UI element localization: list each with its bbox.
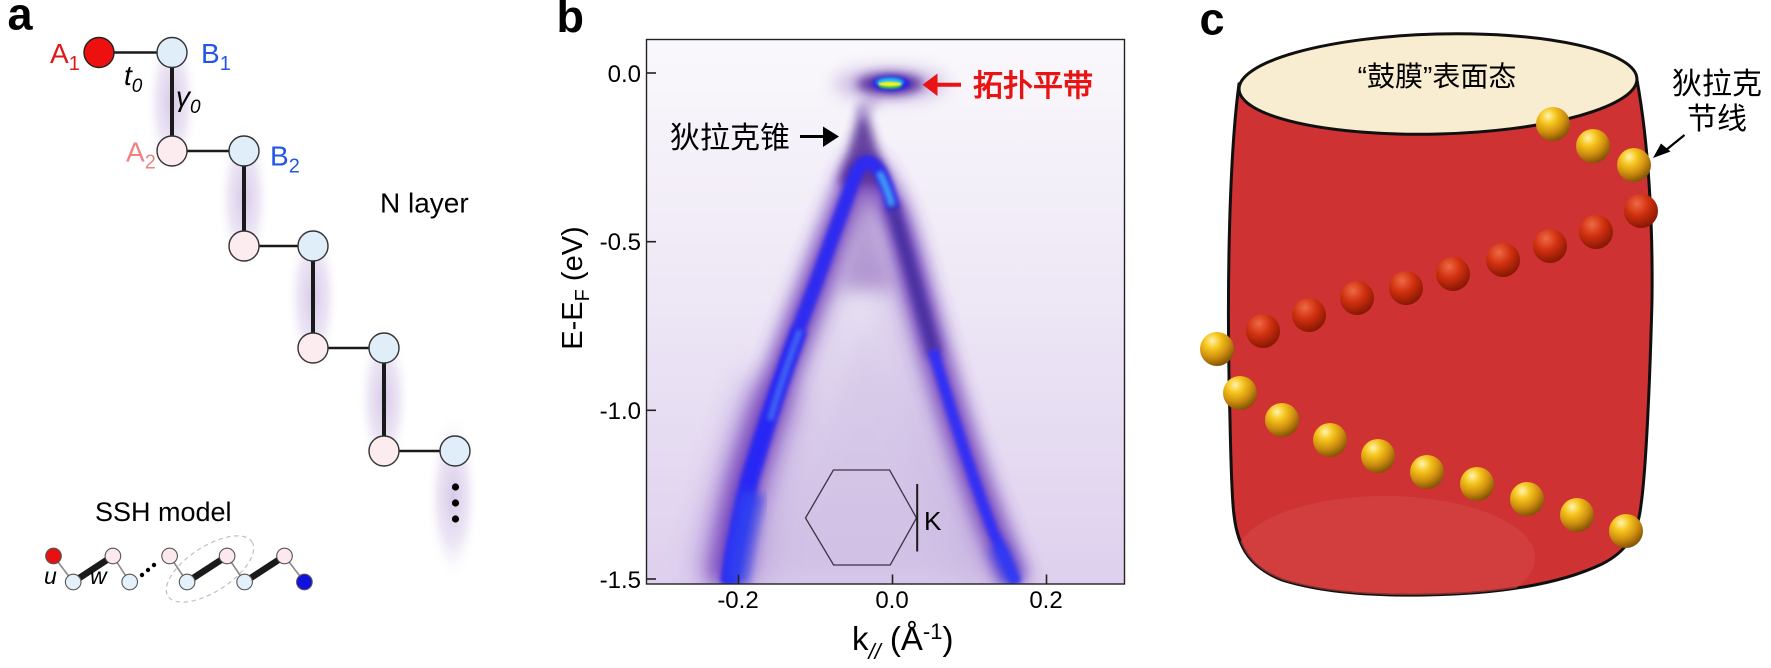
svg-text:-0.2: -0.2 bbox=[717, 587, 758, 614]
svg-text:-1.5: -1.5 bbox=[600, 567, 641, 594]
svg-text:0.2: 0.2 bbox=[1029, 587, 1062, 614]
svg-text:u: u bbox=[44, 563, 57, 589]
svg-text:“鼓膜”表面态: “鼓膜”表面态 bbox=[1358, 61, 1517, 92]
svg-text:SSH model: SSH model bbox=[95, 497, 232, 527]
svg-text:N layer: N layer bbox=[380, 188, 469, 219]
svg-text:0.0: 0.0 bbox=[875, 587, 908, 614]
svg-text:t0: t0 bbox=[124, 60, 143, 97]
svg-text:c: c bbox=[1200, 0, 1225, 45]
svg-text:拓扑平带: 拓扑平带 bbox=[973, 70, 1093, 103]
svg-text:a: a bbox=[8, 0, 34, 40]
svg-text:-0.5: -0.5 bbox=[600, 229, 641, 256]
svg-text:节线: 节线 bbox=[1687, 103, 1747, 136]
svg-text:b: b bbox=[557, 0, 585, 42]
svg-text:B1: B1 bbox=[201, 38, 231, 75]
svg-text:0.0: 0.0 bbox=[608, 61, 641, 88]
svg-text:K: K bbox=[924, 506, 942, 536]
svg-text:A1: A1 bbox=[50, 38, 80, 75]
svg-text:狄拉克锥: 狄拉克锥 bbox=[670, 122, 790, 155]
svg-text:w: w bbox=[90, 563, 108, 589]
svg-text:k// (Å-1): k// (Å-1) bbox=[852, 619, 953, 664]
svg-text:E-EF (eV): E-EF (eV) bbox=[557, 226, 594, 349]
svg-text:狄拉克: 狄拉克 bbox=[1672, 68, 1762, 101]
svg-text:B2: B2 bbox=[270, 141, 300, 178]
svg-text:-1.0: -1.0 bbox=[600, 398, 641, 425]
